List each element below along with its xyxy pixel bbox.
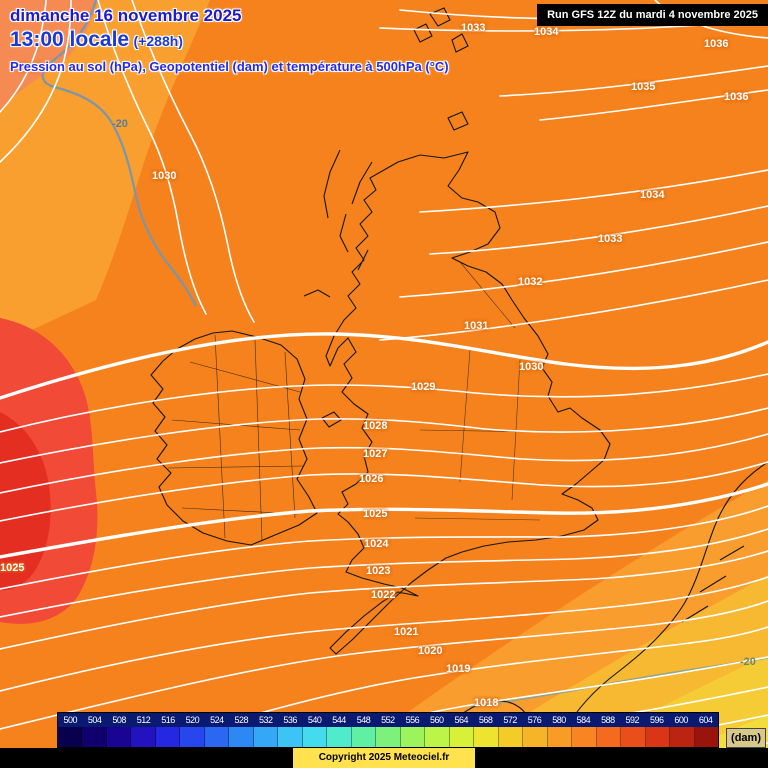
colorbar-cell (376, 727, 401, 747)
colorbar-value: 508 (112, 715, 126, 725)
colorbar-value: 536 (283, 715, 297, 725)
colorbar-value: 580 (552, 715, 566, 725)
colorbar-cell (400, 727, 426, 747)
colorbar-value: 512 (136, 715, 151, 725)
colorbar-value: 500 (63, 715, 77, 725)
pressure-label: 1019 (446, 663, 471, 675)
pressure-label: 1021 (394, 626, 419, 638)
forecast-offset: (+288h) (133, 32, 183, 49)
colorbar-cell (58, 727, 83, 747)
pressure-label: 1028 (363, 420, 388, 432)
colorbar-value: 548 (356, 715, 371, 725)
pressure-label: 1025 (363, 508, 388, 520)
pressure-label: 1036 (724, 91, 749, 103)
pressure-label: 1027 (363, 448, 388, 460)
colorbar-value: 576 (527, 715, 542, 725)
colorbar-cell (327, 727, 352, 747)
colorbar-cell (621, 727, 646, 747)
colorbar-cell (82, 727, 107, 747)
colorbar-value: 572 (503, 715, 517, 725)
colorbar-value: 504 (87, 715, 102, 725)
pressure-label: 1022 (371, 589, 396, 601)
forecast-date: dimanche 16 novembre 2025 (10, 6, 242, 25)
colorbar-unit: (dam) (726, 728, 766, 748)
colorbar-value: 560 (430, 715, 444, 725)
map-subtitle: Pression au sol (hPa), Geopotentiel (dam… (10, 58, 449, 74)
colorbar-cell (155, 727, 181, 747)
pressure-label: 1034 (640, 189, 665, 201)
colorbar-values: 500 504 508 512 516 520 524 528 532 536 540 544 548 5… (58, 713, 718, 727)
pressure-label: 1035 (631, 81, 656, 93)
colorbar-cell (596, 727, 622, 747)
colorbar-value: 540 (307, 715, 322, 725)
colorbar-value: 552 (381, 715, 395, 725)
colorbar-cell (180, 727, 205, 747)
colorbar-value: 600 (674, 715, 688, 725)
colorbar-value: 604 (698, 715, 713, 725)
pressure-label: 1036 (704, 38, 729, 50)
colorbar-value: 588 (601, 715, 615, 725)
colorbar-cell (204, 727, 230, 747)
colorbar-cell (645, 727, 671, 747)
colorbar-value: 528 (234, 715, 249, 725)
colorbar-value: 520 (185, 715, 200, 725)
pressure-label: 1026 (359, 473, 384, 485)
temperature-label: -20 (112, 118, 128, 130)
colorbar-value: 564 (454, 715, 468, 725)
copyright: Copyright 2025 Meteociel.fr (292, 748, 476, 768)
colorbar-value: 532 (258, 715, 273, 725)
colorbar-value: 592 (625, 715, 640, 725)
pressure-label: 1030 (152, 170, 177, 182)
bottom-bar: Copyright 2025 Meteociel.fr (0, 748, 768, 768)
run-info: Run GFS 12Z du mardi 4 novembre 2025 (537, 4, 768, 26)
colorbar-cell (425, 727, 450, 747)
colorbar-cell (474, 727, 499, 747)
pressure-label: 1018 (474, 697, 499, 709)
pressure-label: 1033 (461, 22, 486, 34)
colorbar-value: 544 (332, 715, 346, 725)
colorbar-cell (498, 727, 524, 747)
colorbar-cell (302, 727, 328, 747)
colorbar-cell (253, 727, 279, 747)
colorbar-cell (278, 727, 303, 747)
colorbar-value: 556 (405, 715, 420, 725)
forecast-time: 13:00 locale (10, 27, 130, 51)
colorbar-cell (131, 727, 156, 747)
pressure-label: 1029 (411, 381, 436, 393)
pressure-label: 1023 (366, 565, 391, 577)
colorbar-cell (547, 727, 573, 747)
colorbar-cell (523, 727, 548, 747)
colorbar-cell (694, 727, 719, 747)
colorbar-value: 516 (161, 715, 175, 725)
colorbar-cells (58, 727, 719, 747)
pressure-label: 1020 (418, 645, 443, 657)
colorbar-cell (351, 727, 377, 747)
colorbar-value: 568 (478, 715, 493, 725)
pressure-label: 1030 (519, 361, 544, 373)
colorbar-legend: 500 504 508 512 516 520 524 528 532 536 540 544 548 5… (57, 712, 719, 748)
pressure-label: 1024 (364, 538, 389, 550)
colorbar-cell (572, 727, 597, 747)
pressure-label: 1033 (598, 233, 623, 245)
colorbar-cell (670, 727, 695, 747)
pressure-label: 1032 (518, 276, 543, 288)
pressure-label: 1025 (0, 562, 25, 574)
map-header: dimanche 16 novembre 2025 13:00 locale (… (10, 6, 449, 75)
colorbar-value: 524 (210, 715, 224, 725)
colorbar-cell (106, 727, 132, 747)
colorbar-cell (449, 727, 475, 747)
pressure-label: 1031 (464, 320, 489, 332)
colorbar-cell (229, 727, 254, 747)
colorbar-value: 584 (576, 715, 591, 725)
pressure-label: 1027 (18, 62, 43, 74)
pressure-label: 1034 (534, 26, 559, 38)
colorbar-value: 596 (649, 715, 664, 725)
temperature-label: -20 (740, 656, 756, 668)
